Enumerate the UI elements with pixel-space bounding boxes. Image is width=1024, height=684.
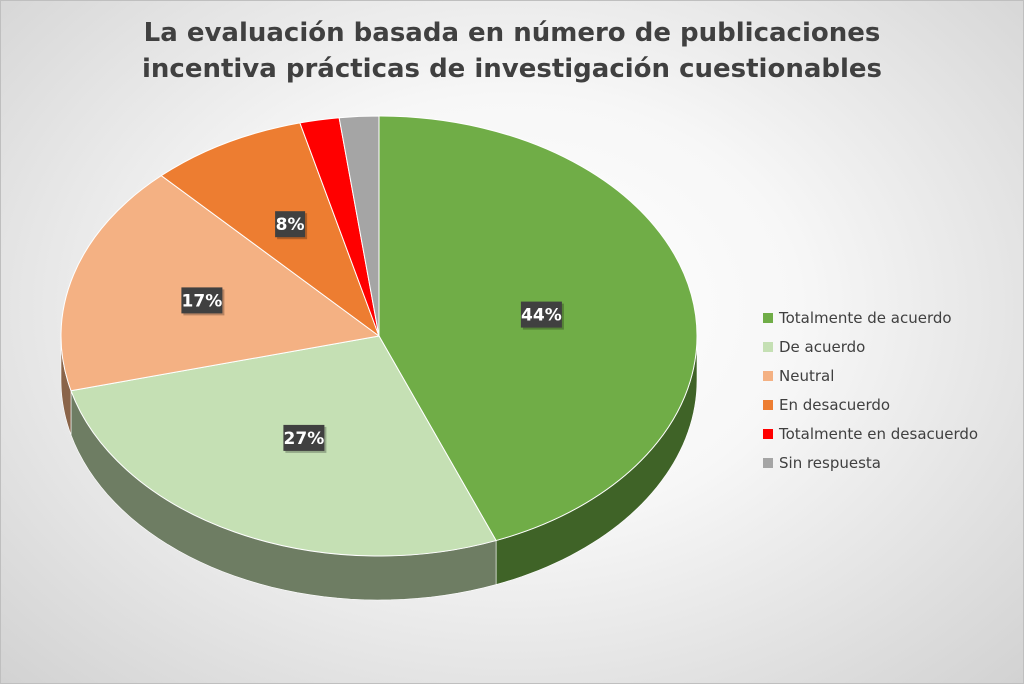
legend-label: En desacuerdo: [779, 395, 891, 414]
legend-item-sin-respuesta: Sin respuesta: [763, 448, 978, 477]
data-label-box: [181, 287, 223, 314]
legend-swatch: [763, 457, 773, 468]
legend-swatch: [763, 312, 773, 323]
chart-title-line-2: incentiva prácticas de investigación cue…: [141, 54, 883, 84]
legend-label: De acuerdo: [779, 337, 866, 356]
pie-slice-en-desacuerdo: [160, 122, 381, 338]
legend-swatch: [763, 341, 773, 352]
legend-item-totalmente-en-desacuerdo: Totalmente en desacuerdo: [763, 419, 978, 448]
data-label-text: 17%: [182, 291, 223, 311]
legend-swatch: [763, 370, 773, 381]
legend-swatch: [763, 428, 773, 439]
legend-label: Neutral: [779, 366, 835, 385]
pie-slice-totalmente-de-acuerdo: [378, 115, 698, 542]
data-label-box: [275, 211, 306, 238]
data-label-totalmente-de-acuerdo: 44%: [520, 301, 564, 330]
legend-swatch: [763, 399, 773, 410]
data-label-de-acuerdo: 27%: [283, 424, 327, 453]
pie-data-labels: 44% 27% 17% 8%: [181, 211, 564, 453]
legend-label: Totalmente en desacuerdo: [779, 424, 979, 443]
pie-slice-neutral: [60, 175, 381, 392]
chart-title: La evaluación basada en número de public…: [1, 15, 1023, 87]
legend-item-de-acuerdo: De acuerdo: [763, 332, 978, 361]
legend-item-totalmente-de-acuerdo: Totalmente de acuerdo: [763, 303, 978, 332]
data-label-en-desacuerdo: 8%: [275, 211, 308, 240]
data-label-neutral: 17%: [181, 287, 225, 316]
pie-slices: [60, 115, 698, 557]
data-label-box: [283, 424, 325, 451]
chart-title-line-1: La evaluación basada en número de public…: [143, 18, 881, 48]
data-label-text: 8%: [276, 215, 305, 235]
legend-item-en-desacuerdo: En desacuerdo: [763, 390, 978, 419]
legend: Totalmente de acuerdo De acuerdo Neutral En…: [763, 303, 978, 477]
pie-slice-sin-respuesta: [338, 115, 380, 337]
legend-label: Sin respuesta: [779, 453, 881, 472]
data-label-text: 27%: [284, 429, 325, 449]
data-label-text: 44%: [521, 306, 562, 326]
data-label-box: [520, 301, 562, 328]
legend-item-neutral: Neutral: [763, 361, 978, 390]
legend-label: Totalmente de acuerdo: [779, 308, 952, 327]
